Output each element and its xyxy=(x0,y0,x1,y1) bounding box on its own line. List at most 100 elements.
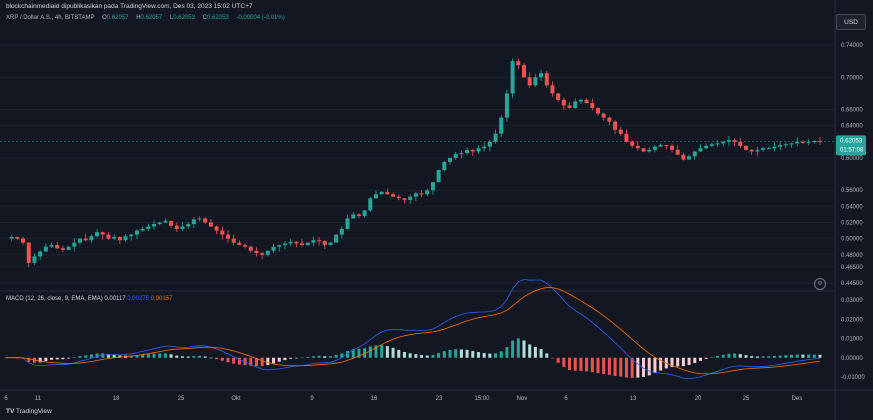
macd-hist-bar xyxy=(670,357,674,368)
macd-signal-value: 0.00157 xyxy=(150,296,173,302)
candle-body xyxy=(721,141,726,144)
macd-hist-bar xyxy=(550,357,554,359)
time-axis-label: 18 xyxy=(113,396,120,402)
tradingview-logo[interactable]: TV TradingView xyxy=(6,408,52,415)
candle-body xyxy=(567,105,572,108)
macd-hist-bar xyxy=(437,353,441,358)
macd-hist-value: 0.00117 xyxy=(104,296,126,302)
macd-hist-bar xyxy=(573,357,577,371)
price-axis-label: 0.46500 xyxy=(841,265,863,271)
macd-hist-bar xyxy=(180,356,184,358)
macd-hist-bar xyxy=(442,351,446,358)
candle-body xyxy=(89,236,94,241)
symbol-name[interactable]: XRP / Dollar A.S., 4h, BITSTAMP xyxy=(6,15,95,21)
macd-hist-bar xyxy=(761,356,765,358)
macd-hist-bar xyxy=(778,355,782,358)
bar-countdown-label: 01:57:08 xyxy=(840,147,864,153)
candle-body xyxy=(243,245,248,247)
macd-hist-bar xyxy=(294,357,298,359)
candle-body xyxy=(635,145,640,149)
macd-hist-bar xyxy=(482,353,486,358)
candle-body xyxy=(607,117,612,122)
price-axis-label: 0.48000 xyxy=(841,253,863,259)
macd-hist-bar xyxy=(516,338,520,358)
macd-hist-bar xyxy=(266,357,270,366)
macd-hist-bar xyxy=(562,357,566,367)
candle-body xyxy=(744,145,748,150)
publisher-line: blockchainmediaid dipublikasikan pada Tr… xyxy=(6,3,253,10)
time-axis-label: 25 xyxy=(178,396,185,402)
macd-hist-bar xyxy=(511,340,515,358)
candle-body xyxy=(681,154,686,160)
candle-body xyxy=(294,241,299,244)
candle-body xyxy=(584,99,589,104)
macd-hist-bar xyxy=(624,357,628,378)
candle-body xyxy=(766,148,771,150)
candle-body xyxy=(499,117,504,134)
macd-hist-bar xyxy=(568,357,572,370)
macd-hist-bar xyxy=(721,354,725,358)
macd-title[interactable]: MACD (12, 26, close, 9, EMA, EMA) xyxy=(6,296,103,302)
price-axis-label: 0.54000 xyxy=(841,204,863,210)
candle-body xyxy=(368,198,373,211)
macd-hist-bar xyxy=(61,357,65,360)
candle-body xyxy=(254,250,259,254)
macd-hist-bar xyxy=(790,354,794,358)
candle-body xyxy=(106,234,111,239)
macd-hist-bar xyxy=(175,355,179,358)
settings-gear-icon[interactable]: ⚙ xyxy=(814,278,826,290)
candle-body xyxy=(282,243,287,246)
candle-body xyxy=(72,242,77,247)
macd-hist-bar xyxy=(249,357,253,366)
candle-body xyxy=(510,61,515,94)
macd-hist-bar xyxy=(357,348,361,358)
macd-hist-bar xyxy=(545,353,549,358)
candle-body xyxy=(761,148,766,150)
macd-hist-bar xyxy=(272,357,276,364)
time-axis-label: 15:00 xyxy=(474,396,490,402)
macd-hist-bar xyxy=(44,357,48,362)
macd-hist-bar xyxy=(476,352,480,358)
high-value: 0.62057 xyxy=(140,15,163,21)
macd-hist-bar xyxy=(95,353,99,358)
candle-body xyxy=(465,149,470,154)
macd-hist-bar xyxy=(215,357,219,360)
candle-body xyxy=(408,196,413,200)
time-axis-label: 16 xyxy=(371,396,378,402)
candle-body xyxy=(516,61,521,66)
macd-hist-bar xyxy=(226,357,230,363)
macd-hist-bar xyxy=(687,357,691,365)
open-label: O xyxy=(102,15,107,21)
candle-body xyxy=(522,65,526,78)
time-axis-label: Okt xyxy=(231,396,241,402)
candle-body xyxy=(15,237,20,239)
macd-hist-bar xyxy=(346,350,350,358)
macd-hist-bar xyxy=(454,349,458,358)
candle-body xyxy=(459,153,464,155)
candle-body xyxy=(152,224,156,227)
candle-body xyxy=(596,107,600,114)
macd-hist-bar xyxy=(579,357,583,371)
candle-body xyxy=(169,220,174,226)
time-axis-label: 20 xyxy=(695,396,702,402)
candle-body xyxy=(641,148,646,152)
macd-hist-bar xyxy=(340,353,344,358)
candle-body xyxy=(374,194,378,199)
candle-body xyxy=(208,222,213,227)
macd-hist-bar xyxy=(716,355,720,358)
macd-hist-bar xyxy=(78,355,82,358)
candle-body xyxy=(556,93,561,100)
price-axis-label: 0.66000 xyxy=(841,108,863,114)
candle-body xyxy=(448,157,452,162)
macd-line xyxy=(5,279,821,380)
macd-hist-bar xyxy=(163,353,167,358)
macd-hist-bar xyxy=(727,353,731,358)
candle-body xyxy=(453,153,458,158)
price-axis-label: 0.60000 xyxy=(841,156,863,162)
currency-button[interactable]: USD xyxy=(836,14,866,30)
candle-body xyxy=(300,243,304,246)
macd-hist-bar xyxy=(807,354,811,358)
macd-hist-bar xyxy=(755,356,759,358)
candle-body xyxy=(533,77,538,86)
